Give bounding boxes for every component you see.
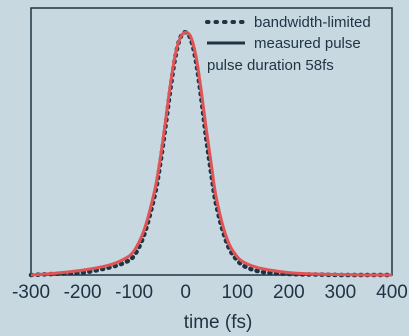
x-tick-label: -200 — [64, 282, 102, 303]
x-tick-label: 100 — [221, 282, 253, 303]
series-layer — [28, 29, 395, 278]
legend-label-measured-pulse: measured pulse — [254, 35, 361, 52]
x-tick-label: 300 — [325, 282, 357, 303]
x-tick-label: 0 — [180, 282, 191, 303]
x-tick-label: 400 — [376, 282, 408, 303]
x-tick-labels: -300 -200 -100 0 100 200 300 400 — [12, 282, 408, 303]
x-axis-label: time (fs) — [184, 312, 253, 333]
x-tick-label: -300 — [12, 282, 50, 303]
legend: bandwidth-limited measured pulse pulse d… — [205, 14, 371, 74]
x-tick-label: 200 — [273, 282, 305, 303]
series-line-measured-pulse — [30, 30, 393, 277]
x-tick-label: -100 — [115, 282, 153, 303]
legend-label-bandwidth-limited: bandwidth-limited — [254, 14, 371, 31]
series-line-bandwidth-limited — [28, 29, 395, 278]
plot-frame — [30, 7, 393, 276]
annotation-pulse-duration: pulse duration 58fs — [207, 57, 334, 74]
